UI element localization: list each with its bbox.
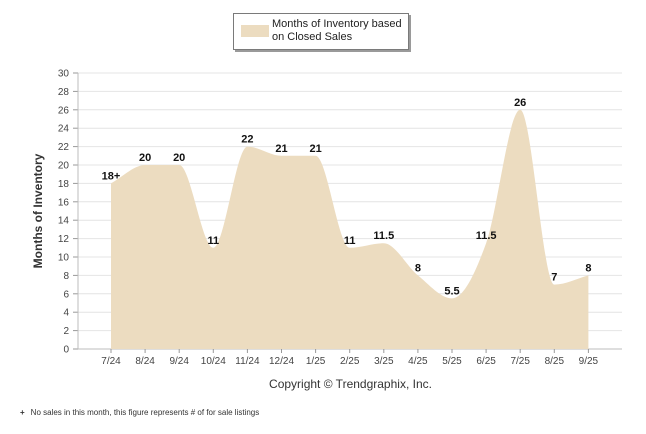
data-label: 22 — [241, 134, 253, 146]
x-tick-label: 5/25 — [442, 356, 462, 367]
copyright-text: Copyright © Trendgraphix, Inc. — [269, 377, 432, 391]
x-tick-labels: 7/24 8/24 9/24 10/24 11/24 12/24 1/25 2/25 3/25 4… — [101, 349, 599, 367]
legend-swatch — [241, 25, 269, 37]
y-tick-label: 22 — [58, 142, 70, 153]
x-tick-label: 3/25 — [374, 356, 394, 367]
y-tick-label: 24 — [58, 124, 70, 135]
footnote-mark: + — [20, 408, 25, 417]
footnote-text: No sales in this month, this figure repr… — [30, 408, 260, 417]
y-tick-label: 10 — [58, 253, 70, 264]
x-tick-label: 8/24 — [135, 356, 155, 367]
data-label: 21 — [309, 143, 321, 155]
area-series — [111, 109, 589, 349]
data-label: 11 — [207, 235, 219, 247]
footnote: + No sales in this month, this figure rep… — [20, 408, 259, 417]
x-tick-label: 1/25 — [306, 356, 326, 367]
y-axis-label: Months of Inventory — [31, 153, 45, 268]
data-label: 5.5 — [444, 285, 459, 297]
legend: Months of Inventory based on Closed Sale… — [233, 13, 409, 50]
data-label: 20 — [139, 152, 151, 164]
y-tick-label: 20 — [58, 161, 70, 172]
data-labels: 18+ 20 20 11 22 21 21 11 11.5 8 5.5 11.5 26 7 8 — [102, 97, 592, 298]
data-label: 18+ — [102, 170, 121, 182]
data-label: 11.5 — [373, 230, 394, 242]
y-tick-label: 28 — [58, 87, 70, 98]
area-fill — [111, 109, 589, 349]
data-label: 20 — [173, 152, 185, 164]
y-tick-label: 30 — [58, 69, 70, 80]
data-label: 11.5 — [476, 230, 497, 242]
y-tick-label: 12 — [58, 234, 70, 245]
data-label: 7 — [551, 272, 557, 284]
y-tick-label: 0 — [63, 345, 69, 356]
y-tick-label: 8 — [63, 271, 69, 282]
x-tick-label: 7/24 — [101, 356, 121, 367]
x-tick-label: 12/24 — [269, 356, 294, 367]
x-tick-label: 11/24 — [235, 356, 260, 367]
x-tick-label: 7/25 — [510, 356, 530, 367]
x-tick-label: 4/25 — [408, 356, 428, 367]
data-label: 8 — [585, 262, 591, 274]
y-tick-label: 14 — [58, 216, 70, 227]
x-tick-label: 10/24 — [201, 356, 226, 367]
y-tick-label: 18 — [58, 179, 70, 190]
data-label: 21 — [275, 143, 287, 155]
y-tick-label: 4 — [63, 308, 69, 319]
x-tick-label: 6/25 — [476, 356, 496, 367]
x-tick-label: 9/25 — [579, 356, 599, 367]
data-label: 8 — [415, 262, 421, 274]
y-tick-label: 16 — [58, 197, 70, 208]
y-tick-label: 6 — [63, 289, 69, 300]
x-tick-label: 2/25 — [340, 356, 360, 367]
data-label: 26 — [514, 97, 526, 109]
x-tick-label: 9/24 — [169, 356, 189, 367]
y-tick-label: 26 — [58, 105, 70, 116]
legend-label: Months of Inventory based on Closed Sale… — [272, 18, 402, 43]
x-tick-label: 8/25 — [545, 356, 565, 367]
data-label: 11 — [344, 235, 356, 247]
y-tick-label: 2 — [63, 326, 69, 337]
